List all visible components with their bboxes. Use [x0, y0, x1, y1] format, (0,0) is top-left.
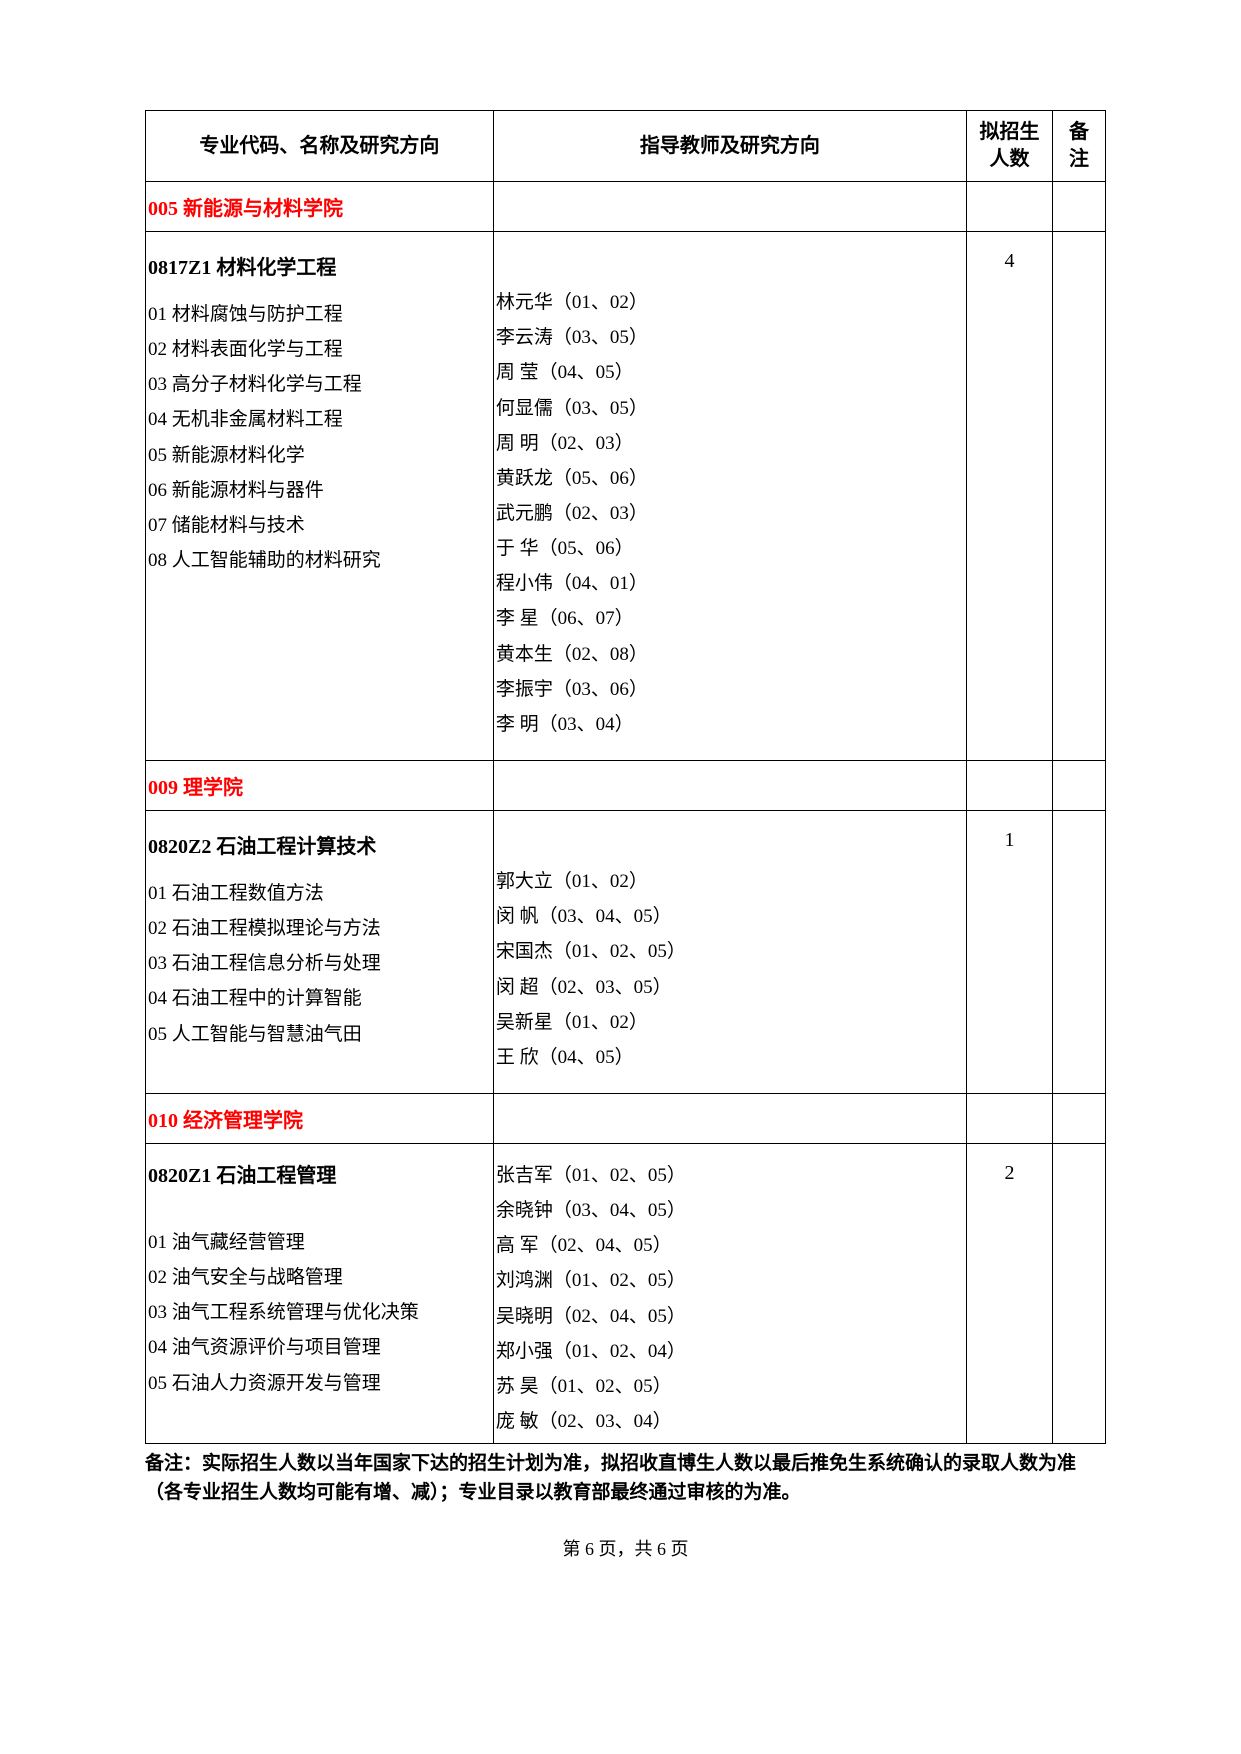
- advisor-cell: 张吉军（01、02、05） 余晓钟（03、04、05） 高 军（02、04、05…: [493, 1143, 966, 1443]
- direction-item: 05 石油人力资源开发与管理: [148, 1366, 491, 1401]
- direction-item: 05 新能源材料化学: [148, 438, 491, 473]
- major-title: 0820Z2 石油工程计算技术: [148, 829, 491, 866]
- count-cell: 4: [966, 232, 1052, 761]
- dept-name: 005 新能源与材料学院: [146, 182, 494, 232]
- direction-item: 06 新能源材料与器件: [148, 473, 491, 508]
- advisor-item: 王 欣（04、05）: [496, 1040, 964, 1075]
- advisor-item: 程小伟（04、01）: [496, 566, 964, 601]
- header-row: 专业代码、名称及研究方向 指导教师及研究方向 拟招生人数 备注: [146, 111, 1106, 182]
- advisor-item: 周 明（02、03）: [496, 426, 964, 461]
- direction-item: 01 材料腐蚀与防护工程: [148, 297, 491, 332]
- header-note: 备注: [1053, 111, 1106, 182]
- major-cell: 0820Z1 石油工程管理 01 油气藏经营管理 02 油气安全与战略管理 03…: [146, 1143, 494, 1443]
- major-title: 0817Z1 材料化学工程: [148, 250, 491, 287]
- direction-item: 02 油气安全与战略管理: [148, 1260, 491, 1295]
- advisor-item: 闵 帆（03、04、05）: [496, 899, 964, 934]
- direction-item: 02 石油工程模拟理论与方法: [148, 911, 491, 946]
- advisor-item: 余晓钟（03、04、05）: [496, 1193, 964, 1228]
- direction-item: 01 石油工程数值方法: [148, 876, 491, 911]
- advisor-item: 林元华（01、02）: [496, 285, 964, 320]
- advisor-cell: 林元华（01、02） 李云涛（03、05） 周 莹（04、05） 何显儒（03、…: [493, 232, 966, 761]
- advisor-item: 郭大立（01、02）: [496, 864, 964, 899]
- advisor-item: 李 星（06、07）: [496, 601, 964, 636]
- advisor-item: 刘鸿渊（01、02、05）: [496, 1263, 964, 1298]
- direction-item: 02 材料表面化学与工程: [148, 332, 491, 367]
- direction-item: 03 油气工程系统管理与优化决策: [148, 1295, 491, 1330]
- advisor-item: 武元鹏（02、03）: [496, 496, 964, 531]
- direction-item: 05 人工智能与智慧油气田: [148, 1017, 491, 1052]
- section-row: 0820Z1 石油工程管理 01 油气藏经营管理 02 油气安全与战略管理 03…: [146, 1143, 1106, 1443]
- advisor-item: 宋国杰（01、02、05）: [496, 934, 964, 969]
- note-cell: [1053, 1143, 1106, 1443]
- section-row: 0820Z2 石油工程计算技术 01 石油工程数值方法 02 石油工程模拟理论与…: [146, 810, 1106, 1093]
- advisor-item: 张吉军（01、02、05）: [496, 1158, 964, 1193]
- header-major: 专业代码、名称及研究方向: [146, 111, 494, 182]
- advisor-item: 闵 超（02、03、05）: [496, 970, 964, 1005]
- footnote: 备注：实际招生人数以当年国家下达的招生计划为准，拟招收直博生人数以最后推免生系统…: [145, 1450, 1106, 1507]
- header-advisor: 指导教师及研究方向: [493, 111, 966, 182]
- advisor-item: 何显儒（03、05）: [496, 391, 964, 426]
- dept-name: 010 经济管理学院: [146, 1093, 494, 1143]
- count-cell: 1: [966, 810, 1052, 1093]
- section-row: 0817Z1 材料化学工程 01 材料腐蚀与防护工程 02 材料表面化学与工程 …: [146, 232, 1106, 761]
- dept-row: 009 理学院: [146, 760, 1106, 810]
- note-cell: [1053, 810, 1106, 1093]
- advisor-item: 吴晓明（02、04、05）: [496, 1299, 964, 1334]
- direction-item: 03 石油工程信息分析与处理: [148, 946, 491, 981]
- advisor-item: 黄本生（02、08）: [496, 637, 964, 672]
- major-cell: 0817Z1 材料化学工程 01 材料腐蚀与防护工程 02 材料表面化学与工程 …: [146, 232, 494, 761]
- advisor-item: 黄跃龙（05、06）: [496, 461, 964, 496]
- direction-item: 04 石油工程中的计算智能: [148, 981, 491, 1016]
- direction-item: 07 储能材料与技术: [148, 508, 491, 543]
- header-count: 拟招生人数: [966, 111, 1052, 182]
- direction-item: 08 人工智能辅助的材料研究: [148, 543, 491, 578]
- count-cell: 2: [966, 1143, 1052, 1443]
- dept-row: 005 新能源与材料学院: [146, 182, 1106, 232]
- advisor-item: 高 军（02、04、05）: [496, 1228, 964, 1263]
- advisor-item: 于 华（05、06）: [496, 531, 964, 566]
- advisor-item: 李振宇（03、06）: [496, 672, 964, 707]
- advisor-item: 李 明（03、04）: [496, 707, 964, 742]
- catalog-table: 专业代码、名称及研究方向 指导教师及研究方向 拟招生人数 备注 005 新能源与…: [145, 110, 1106, 1444]
- direction-item: 04 无机非金属材料工程: [148, 402, 491, 437]
- major-title: 0820Z1 石油工程管理: [148, 1158, 491, 1195]
- advisor-item: 李云涛（03、05）: [496, 320, 964, 355]
- major-cell: 0820Z2 石油工程计算技术 01 石油工程数值方法 02 石油工程模拟理论与…: [146, 810, 494, 1093]
- advisor-item: 苏 昊（01、02、05）: [496, 1369, 964, 1404]
- direction-item: 04 油气资源评价与项目管理: [148, 1330, 491, 1365]
- advisor-item: 周 莹（04、05）: [496, 355, 964, 390]
- dept-row: 010 经济管理学院: [146, 1093, 1106, 1143]
- dept-name: 009 理学院: [146, 760, 494, 810]
- advisor-cell: 郭大立（01、02） 闵 帆（03、04、05） 宋国杰（01、02、05） 闵…: [493, 810, 966, 1093]
- note-cell: [1053, 232, 1106, 761]
- direction-item: 01 油气藏经营管理: [148, 1225, 491, 1260]
- page-number: 第 6 页，共 6 页: [145, 1535, 1106, 1561]
- advisor-item: 吴新星（01、02）: [496, 1005, 964, 1040]
- advisor-item: 郑小强（01、02、04）: [496, 1334, 964, 1369]
- advisor-item: 庞 敏（02、03、04）: [496, 1404, 964, 1439]
- direction-item: 03 高分子材料化学与工程: [148, 367, 491, 402]
